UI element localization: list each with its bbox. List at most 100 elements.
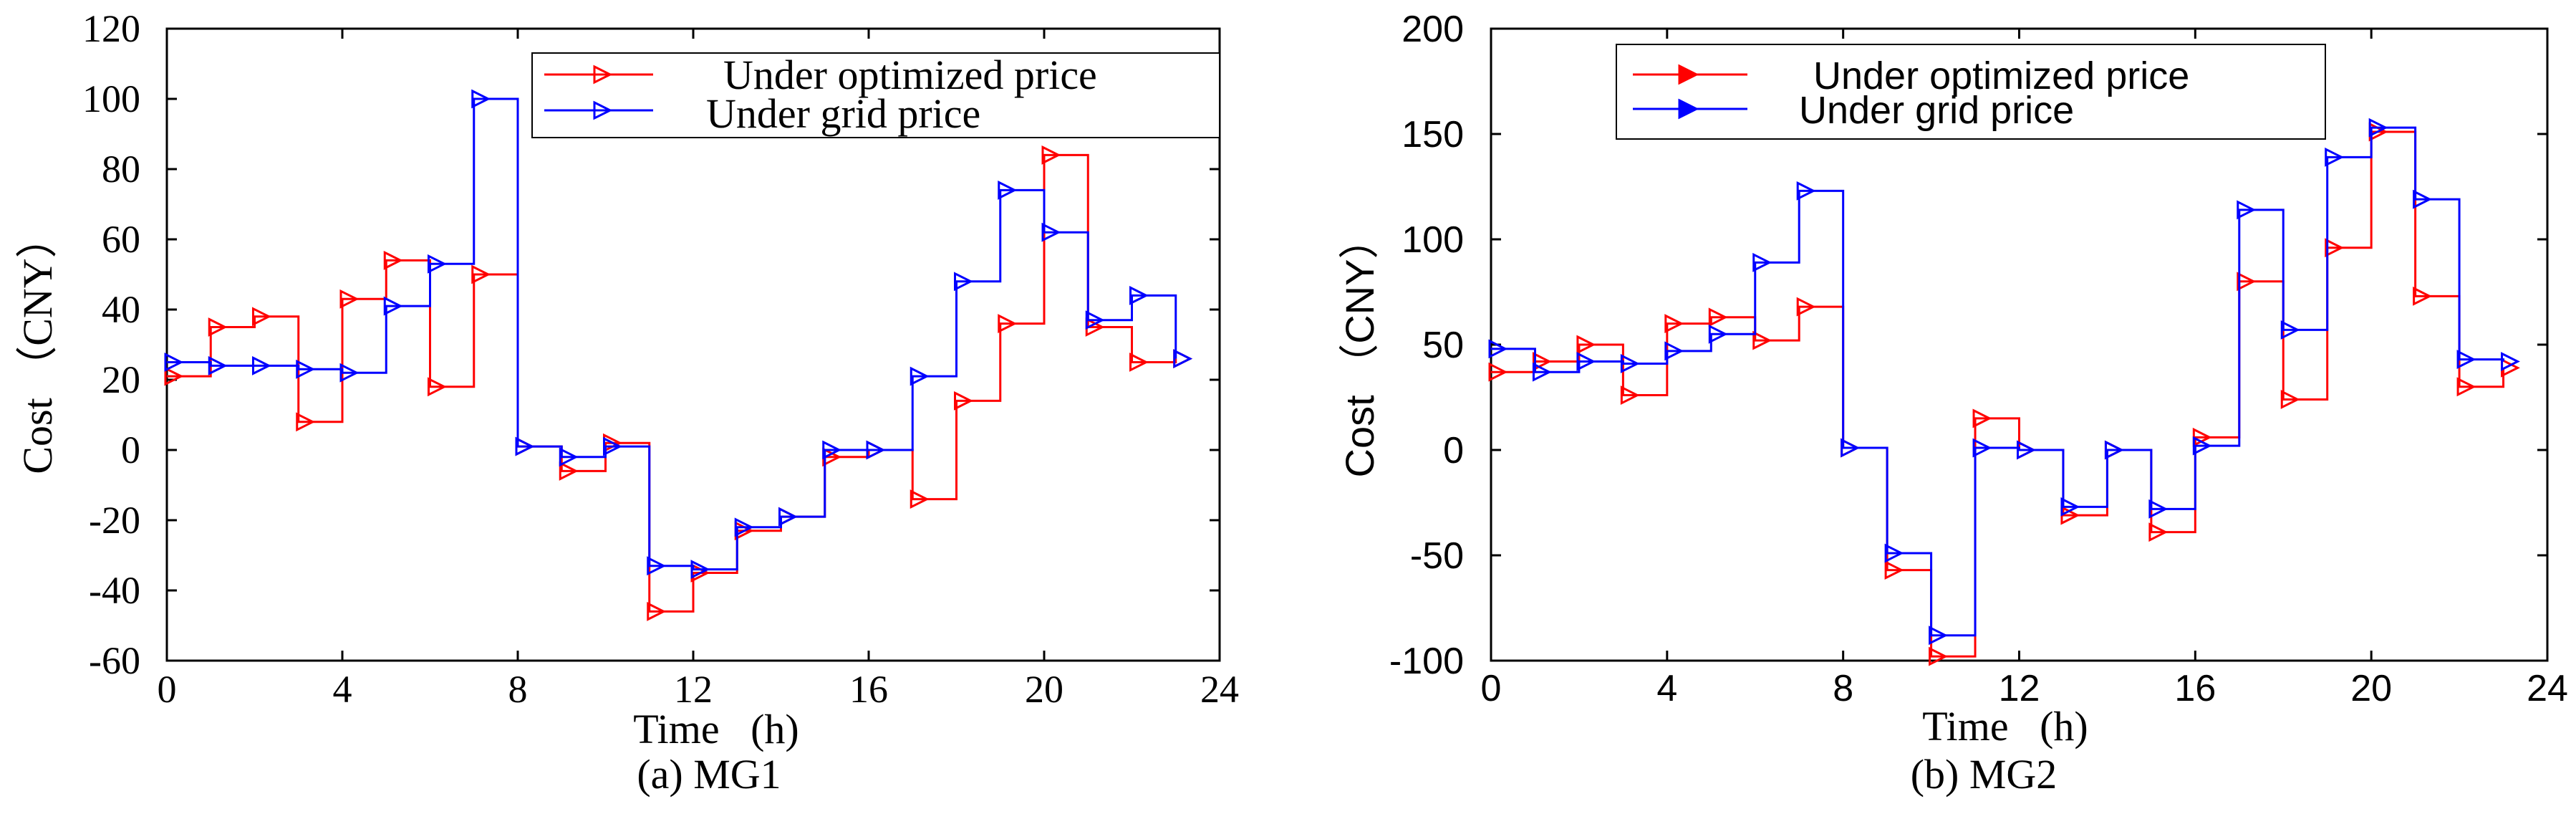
data-point-grid <box>2148 499 2169 519</box>
panel-a-xlabel: Time (h) <box>633 706 799 752</box>
y-tick-label: 0 <box>121 428 140 471</box>
data-point-optimized <box>1796 297 1816 317</box>
y-tick-label: 20 <box>102 358 140 401</box>
data-point-optimized <box>2237 272 2257 292</box>
panel-a-caption: (a) MG1 <box>637 751 781 798</box>
data-point-grid <box>2368 118 2388 138</box>
panel-b-legend-box <box>1616 44 2326 140</box>
panel-a-legend: Under optimized price Under grid price <box>531 52 1220 138</box>
data-point-optimized <box>1972 408 1992 428</box>
panel-b-legend-label-grid: Under grid price <box>1799 89 2074 132</box>
data-point-grid <box>559 447 579 467</box>
data-point-grid <box>998 180 1018 200</box>
data-point-grid <box>1576 352 1596 371</box>
data-point-optimized <box>954 391 973 411</box>
data-point-grid <box>1929 626 1948 646</box>
data-point-grid <box>339 363 360 383</box>
data-point-grid <box>647 556 667 576</box>
y-tick-label: 200 <box>1402 9 1464 50</box>
x-tick-label: 8 <box>1833 668 1853 709</box>
data-point-optimized <box>2280 390 2300 409</box>
y-tick-label: 120 <box>82 7 140 50</box>
data-point-grid <box>1041 222 1061 242</box>
data-point-optimized <box>2325 238 2345 258</box>
data-point-grid <box>2501 352 2520 371</box>
data-point-grid <box>252 355 271 375</box>
x-tick-label: 0 <box>1481 668 1502 709</box>
panel-a-legend-marker-optimized <box>593 64 613 85</box>
data-point-optimized <box>252 307 271 327</box>
x-tick-label: 16 <box>2174 668 2216 709</box>
y-tick-label: -20 <box>89 499 140 542</box>
y-tick-label: 50 <box>1422 325 1464 366</box>
panel-b-legend-marker-optimized <box>1678 64 1699 85</box>
panel-a: -60 -40 -20 0 20 40 60 80 100 120 0 4 8 12 16 20 24 (a) … <box>14 7 1239 798</box>
x-tick-label: 0 <box>158 668 177 711</box>
y-tick-label: 40 <box>102 288 140 331</box>
data-point-grid <box>2456 350 2476 370</box>
data-point-grid <box>1173 349 1193 369</box>
data-point-optimized <box>1708 307 1728 327</box>
y-tick-label: -50 <box>1410 535 1464 577</box>
data-point-grid <box>1972 438 1992 458</box>
data-point-grid <box>164 353 184 372</box>
data-point-grid <box>2017 440 2036 460</box>
data-point-optimized <box>208 317 228 337</box>
y-tick-label: 60 <box>102 218 140 261</box>
data-point-grid <box>1620 354 1640 373</box>
data-point-grid <box>2325 147 2345 167</box>
data-point-grid <box>2413 189 2432 209</box>
data-point-optimized <box>559 461 579 481</box>
data-point-grid <box>2104 440 2124 460</box>
data-point-grid <box>2192 436 2212 456</box>
data-point-grid <box>515 436 535 456</box>
y-tick-label: -40 <box>89 569 140 612</box>
y-tick-label: -60 <box>89 639 140 682</box>
data-point-optimized <box>910 489 930 509</box>
data-point-optimized <box>2456 377 2476 397</box>
data-point-grid <box>603 436 622 456</box>
data-point-grid <box>1664 341 1684 361</box>
data-point-grid <box>428 254 447 274</box>
x-tick-label: 12 <box>674 668 713 711</box>
y-tick-label: 100 <box>1402 219 1464 261</box>
y-tick-label: 150 <box>1402 114 1464 155</box>
panel-b-caption: (b) MG2 <box>1911 751 2058 798</box>
x-tick-label: 4 <box>333 668 352 711</box>
data-point-grid <box>1752 252 1772 272</box>
data-point-grid <box>1708 324 1728 344</box>
data-point-optimized <box>1532 352 1552 371</box>
data-point-optimized <box>296 412 316 432</box>
data-point-grid <box>1884 543 1904 563</box>
data-point-grid <box>2237 200 2257 220</box>
data-point-optimized <box>1884 560 1904 580</box>
y-tick-label: 100 <box>82 77 140 120</box>
data-point-optimized <box>2148 522 2169 542</box>
data-point-grid <box>2060 497 2080 517</box>
data-point-optimized <box>998 314 1018 334</box>
data-point-optimized <box>1129 353 1149 372</box>
x-tick-label: 20 <box>2350 668 2392 709</box>
data-point-optimized <box>471 264 491 284</box>
panel-a-legend-label-optimized: Under optimized price <box>723 52 1097 98</box>
x-tick-label: 20 <box>1025 668 1063 711</box>
data-point-grid <box>471 89 491 109</box>
data-point-optimized <box>1664 314 1684 334</box>
data-point-grid <box>778 507 798 527</box>
x-tick-label: 16 <box>849 668 888 711</box>
x-tick-label: 12 <box>1999 668 2040 709</box>
data-point-grid <box>1841 438 1861 458</box>
data-point-optimized <box>428 377 447 397</box>
data-point-optimized <box>1488 362 1508 382</box>
data-point-grid <box>734 517 754 537</box>
y-tick-label: -100 <box>1389 641 1464 682</box>
panel-a-plot-area: -60 -40 -20 0 20 40 60 80 100 120 0 4 8 12 16 20 24 <box>82 7 1239 711</box>
data-point-optimized <box>1576 335 1596 355</box>
x-tick-label: 24 <box>1200 668 1239 711</box>
x-tick-label: 24 <box>2527 668 2568 709</box>
data-point-optimized <box>1041 145 1061 165</box>
data-point-grid <box>383 296 403 316</box>
data-point-optimized <box>1929 646 1948 666</box>
data-point-grid <box>1085 310 1105 330</box>
